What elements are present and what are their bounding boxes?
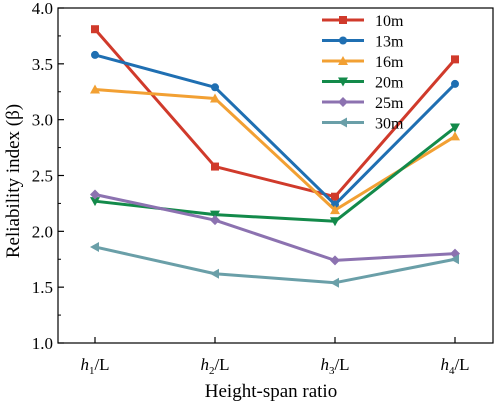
data-point <box>451 79 459 88</box>
data-point <box>210 210 220 220</box>
data-point <box>211 83 219 92</box>
series-13m <box>91 50 459 209</box>
y-tick-label: 2.0 <box>32 222 53 241</box>
plot-frame <box>57 7 494 344</box>
data-point <box>330 217 340 227</box>
series-20m <box>90 123 460 227</box>
x-tick-subscript: 3 <box>329 365 335 377</box>
legend-item: 25m <box>322 95 404 112</box>
legend-label: 30m <box>375 116 404 133</box>
series-25m <box>90 189 460 266</box>
x-tick-symbol: h <box>440 355 449 374</box>
data-point <box>90 241 99 252</box>
x-tick-label: h2/L <box>200 355 229 377</box>
x-tick-subscript: 1 <box>89 365 95 377</box>
data-point <box>211 162 219 171</box>
plot-area-border <box>57 7 494 344</box>
series-group <box>90 25 460 288</box>
data-point <box>90 197 100 207</box>
series-line <box>94 245 456 285</box>
series-line <box>94 193 456 262</box>
data-point <box>330 205 340 215</box>
y-axis-label: Reliability index (β) <box>3 104 24 258</box>
x-tick-subscript: 2 <box>209 365 215 377</box>
legend-item: 13m <box>322 34 404 51</box>
legend-marker <box>338 117 347 128</box>
axis-ticks: 1.01.52.02.53.03.54.0h1/L h2/L h3/L h4/L <box>32 0 470 377</box>
data-point <box>450 131 460 141</box>
legend-marker <box>339 36 347 45</box>
data-point <box>331 192 339 201</box>
x-tick-suffix: /L <box>94 355 109 374</box>
data-point <box>450 123 460 133</box>
data-point <box>91 25 99 34</box>
legend: 10m 13m 16m 20m 25m 30m <box>322 13 404 133</box>
legend-marker <box>339 16 347 24</box>
x-tick-label: h3/L <box>320 355 349 377</box>
x-tick-subscript: 4 <box>449 365 455 377</box>
x-tick-symbol: h <box>80 355 89 374</box>
data-point <box>90 189 100 200</box>
data-point <box>450 254 459 265</box>
y-tick-label: 3.0 <box>32 111 53 130</box>
x-tick-label: h4/L <box>440 355 469 377</box>
legend-item: 20m <box>322 75 404 92</box>
legend-marker <box>338 97 348 107</box>
x-tick-label: h1/L <box>80 355 109 377</box>
series-line <box>93 28 457 199</box>
legend-label: 20m <box>375 75 404 92</box>
series-16m <box>90 84 460 215</box>
data-point <box>91 50 99 59</box>
series-10m <box>91 25 459 201</box>
y-tick-label: 4.0 <box>32 0 53 18</box>
series-line <box>94 53 457 207</box>
legend-label: 16m <box>375 54 404 71</box>
legend-marker <box>338 77 348 87</box>
y-tick-label: 2.5 <box>32 167 53 186</box>
legend-marker <box>338 56 348 65</box>
x-tick-symbol: h <box>320 355 329 374</box>
y-tick-label: 1.0 <box>32 334 53 353</box>
y-tick-label: 1.5 <box>32 278 53 297</box>
legend-label: 13m <box>375 34 404 51</box>
x-tick-suffix: /L <box>214 355 229 374</box>
data-point <box>330 277 339 288</box>
legend-item: 30m <box>322 116 404 133</box>
data-point <box>90 84 100 94</box>
x-tick-suffix: /L <box>454 355 469 374</box>
x-tick-suffix: /L <box>334 355 349 374</box>
legend-label: 25m <box>375 95 404 112</box>
x-axis-label: Height-span ratio <box>205 381 337 402</box>
data-point <box>210 215 220 226</box>
x-tick-symbol: h <box>200 355 209 374</box>
data-point <box>330 255 340 266</box>
legend-label: 10m <box>375 13 404 30</box>
legend-item: 10m <box>322 13 404 30</box>
data-point <box>210 93 220 103</box>
data-point <box>451 55 459 64</box>
y-tick-label: 3.5 <box>32 55 53 74</box>
legend-item: 16m <box>322 54 404 71</box>
data-point <box>210 268 219 279</box>
series-30m <box>90 241 459 288</box>
